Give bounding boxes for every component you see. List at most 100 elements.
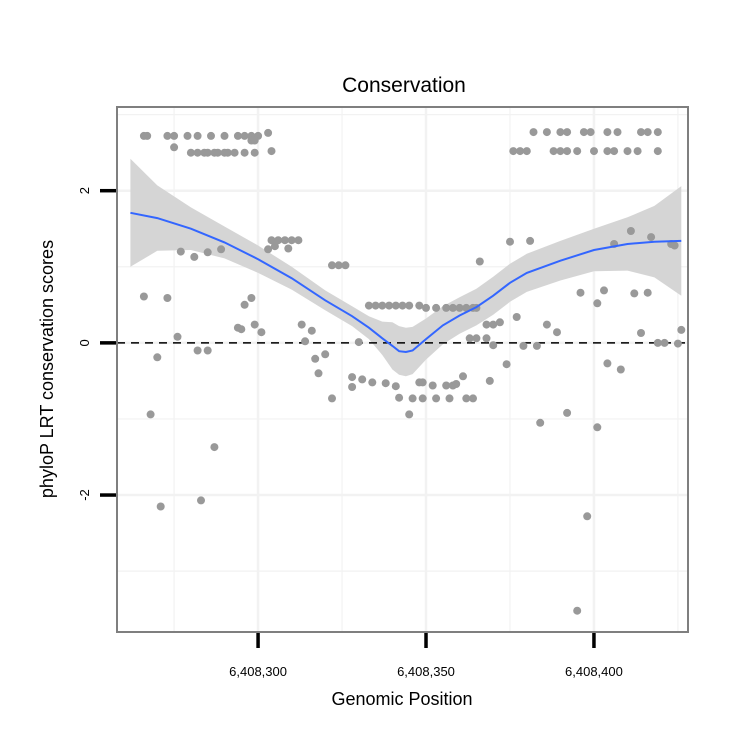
data-point (186, 148, 195, 157)
data-point (556, 128, 565, 137)
data-point (526, 236, 535, 245)
data-point (452, 380, 461, 388)
x-tick-label: 6,408,300 (229, 664, 287, 679)
data-point (321, 350, 330, 359)
data-point (502, 360, 511, 369)
data-point (579, 128, 588, 137)
data-point (653, 338, 662, 347)
data-point (153, 353, 162, 362)
data-point (542, 128, 551, 137)
data-point (156, 502, 165, 511)
data-point (193, 148, 202, 157)
data-point (536, 418, 545, 427)
data-point (334, 261, 343, 270)
data-point (371, 301, 380, 310)
data-point (280, 236, 289, 245)
data-point (576, 288, 585, 297)
data-point (462, 303, 471, 312)
data-point (509, 147, 518, 156)
x-tick-label: 6,408,350 (397, 664, 455, 679)
data-point (364, 301, 373, 310)
data-point (469, 394, 477, 403)
data-point (512, 313, 521, 321)
data-point (270, 242, 279, 251)
data-point (422, 303, 430, 312)
data-point (264, 128, 273, 137)
data-point (250, 136, 259, 145)
y-axis: -2 0 2 (77, 187, 116, 501)
data-point (432, 303, 441, 312)
data-point (586, 128, 595, 137)
data-point (233, 131, 242, 140)
data-point (630, 289, 639, 298)
data-point (418, 378, 427, 387)
data-point (381, 379, 390, 388)
data-point (532, 341, 541, 350)
data-point (197, 496, 205, 505)
data-point (603, 128, 612, 137)
data-point (368, 378, 377, 387)
data-point (274, 236, 283, 245)
data-point (328, 394, 336, 403)
data-point (529, 128, 538, 137)
data-point (613, 128, 622, 137)
confidence-band-area (130, 158, 682, 377)
data-point (240, 300, 249, 309)
data-point (193, 131, 202, 140)
data-point (623, 147, 632, 156)
x-axis: 6,408,300 6,408,350 6,408,400 (229, 633, 623, 679)
data-point (176, 247, 185, 256)
data-point (563, 147, 572, 156)
data-point (415, 301, 424, 310)
data-point (549, 147, 558, 156)
data-point (519, 341, 528, 350)
data-point (522, 147, 531, 156)
data-point (391, 382, 400, 391)
data-point (395, 393, 404, 402)
data-point (314, 369, 323, 378)
data-point (257, 328, 266, 337)
data-point (563, 408, 572, 417)
data-point (267, 147, 276, 156)
data-point (428, 381, 437, 390)
data-point (442, 303, 451, 312)
y-axis-title: phyloP LRT conservation scores (37, 240, 57, 498)
smooth-curve (130, 211, 682, 354)
data-point (653, 147, 662, 156)
data-point (307, 326, 316, 335)
data-points (139, 128, 686, 615)
data-point (264, 245, 273, 254)
data-point (143, 131, 152, 140)
data-point (633, 147, 642, 156)
data-point (247, 294, 256, 302)
data-point (378, 301, 387, 310)
data-point (660, 338, 669, 347)
data-point (240, 148, 249, 157)
x-tick-label: 6,408,400 (565, 664, 623, 679)
data-point (516, 147, 525, 156)
data-point (385, 301, 394, 310)
data-point (405, 301, 414, 310)
data-point (647, 233, 656, 242)
data-point (267, 236, 276, 245)
data-point (405, 410, 414, 419)
data-point (170, 131, 179, 140)
data-point (593, 423, 602, 432)
data-point (600, 286, 608, 295)
data-point (358, 375, 367, 384)
confidence-band (130, 158, 682, 377)
data-point (556, 147, 565, 156)
data-point (475, 257, 484, 266)
data-point (610, 147, 619, 156)
data-point (603, 147, 612, 156)
data-point (311, 354, 320, 363)
data-point (462, 394, 471, 403)
data-point (459, 372, 467, 381)
data-point (643, 288, 652, 297)
data-point (237, 325, 246, 334)
y-tick-label: -2 (77, 489, 92, 501)
plot-border (116, 106, 689, 633)
data-point (455, 303, 464, 312)
x-axis-title: Genomic Position (331, 689, 472, 709)
